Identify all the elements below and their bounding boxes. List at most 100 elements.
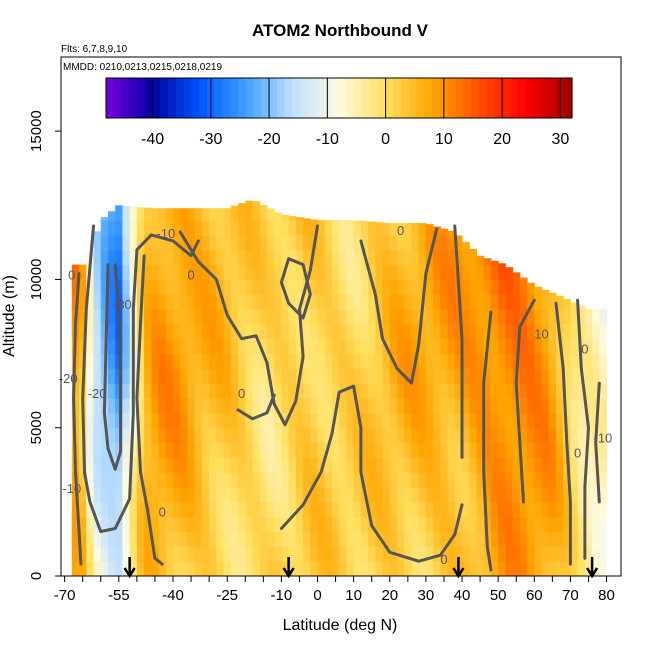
field-cell [245, 427, 253, 444]
field-cell [425, 487, 434, 503]
field-cell [187, 208, 196, 221]
field-cell [375, 501, 384, 518]
field-cell [122, 309, 131, 325]
field-cell [165, 353, 174, 369]
field-cell [570, 472, 579, 488]
plot-frame [60, 56, 622, 577]
x-tick-label: 40 [454, 587, 471, 604]
colorbar-swatch [486, 78, 495, 118]
field-cell [599, 442, 608, 458]
field-cell [353, 457, 362, 473]
field-cell [230, 294, 239, 310]
field-cell [107, 546, 116, 562]
field-cell [382, 264, 391, 280]
field-cell [548, 368, 557, 384]
field-cell [331, 457, 340, 473]
field-cell [245, 338, 253, 355]
field-cell [259, 427, 268, 444]
field-cell [238, 294, 246, 310]
field-cell [476, 383, 485, 399]
field-cell [584, 398, 593, 414]
field-cell [158, 412, 167, 429]
field-cell [93, 234, 102, 251]
field-cell [288, 531, 297, 547]
field-cell [173, 353, 181, 369]
field-cell [324, 353, 333, 369]
field-cell [115, 442, 123, 458]
field-cell [238, 234, 246, 251]
field-cell [93, 323, 102, 340]
field-cell [469, 323, 477, 340]
field-cell [360, 442, 369, 458]
field-cell [512, 546, 521, 562]
field-cell [266, 353, 275, 369]
field-cell [360, 516, 369, 533]
field-cell [462, 457, 470, 473]
field-cell [252, 561, 261, 576]
field-cell [570, 412, 579, 429]
field-cell [476, 338, 485, 355]
field-cell [209, 472, 217, 488]
field-cell [469, 516, 477, 533]
field-cell [165, 323, 174, 340]
field-cell [353, 338, 362, 355]
field-cell [281, 309, 290, 325]
field-cell [469, 383, 477, 399]
field-cell [454, 398, 463, 414]
field-cell [483, 561, 492, 576]
field-cell [584, 442, 593, 458]
field-cell [411, 427, 420, 444]
field-cell [570, 487, 579, 503]
field-cell [404, 457, 412, 473]
field-cell [360, 383, 369, 399]
field-cell [483, 442, 492, 458]
field-cell [230, 338, 239, 355]
field-cell [274, 427, 282, 444]
field-cell [397, 427, 405, 444]
field-cell [490, 427, 499, 444]
field-cell [303, 249, 311, 266]
field-cell [404, 353, 412, 369]
field-cell [331, 294, 340, 310]
field-cell [534, 323, 543, 340]
field-cell [122, 546, 131, 562]
field-cell [245, 442, 253, 458]
field-cell [310, 249, 319, 266]
field-cell [151, 208, 160, 221]
field-cell [512, 279, 521, 295]
field-cell [100, 516, 109, 533]
field-cell [425, 546, 434, 562]
field-cell [288, 368, 297, 384]
field-cell [454, 501, 463, 518]
field-cell [519, 516, 528, 533]
field-cell [534, 472, 543, 488]
field-cell [158, 457, 167, 473]
x-tick-label: -25 [216, 587, 238, 604]
field-cell [230, 531, 239, 547]
field-cell [259, 516, 268, 533]
field-cell [490, 487, 499, 503]
field-cell [440, 442, 449, 458]
contour-line [554, 301, 572, 566]
field-cell [534, 487, 543, 503]
field-cell [295, 249, 304, 266]
field-cell [483, 412, 492, 429]
field-cell [180, 457, 188, 473]
field-cell [411, 279, 420, 295]
field-cell [136, 531, 145, 547]
field-cell [107, 516, 116, 533]
colorbar-swatch [121, 78, 130, 118]
field-cell [541, 561, 550, 576]
field-cell [375, 323, 384, 340]
field-cell [144, 457, 152, 473]
field-cell [397, 353, 405, 369]
field-cell [440, 457, 449, 473]
field-cell [259, 279, 268, 295]
field-cell [599, 353, 608, 369]
field-cell [447, 457, 456, 473]
colorbar-swatch [533, 78, 542, 118]
field-cell [570, 457, 579, 473]
field-cell [122, 294, 131, 310]
field-cell [259, 368, 268, 384]
field-cell [288, 501, 297, 518]
